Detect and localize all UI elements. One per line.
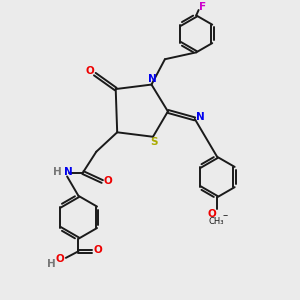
Text: N: N <box>196 112 205 122</box>
Text: O: O <box>207 209 216 219</box>
Text: CH₃: CH₃ <box>209 217 224 226</box>
Text: H: H <box>47 260 56 269</box>
Text: N: N <box>64 167 72 177</box>
Text: F: F <box>199 2 206 12</box>
Text: S: S <box>151 137 158 147</box>
Text: N: N <box>148 74 157 84</box>
Text: O: O <box>56 254 64 264</box>
Text: O: O <box>104 176 112 186</box>
Text: H: H <box>53 167 62 177</box>
Text: O: O <box>85 66 94 76</box>
Text: O: O <box>93 245 102 255</box>
Text: –: – <box>223 210 228 220</box>
